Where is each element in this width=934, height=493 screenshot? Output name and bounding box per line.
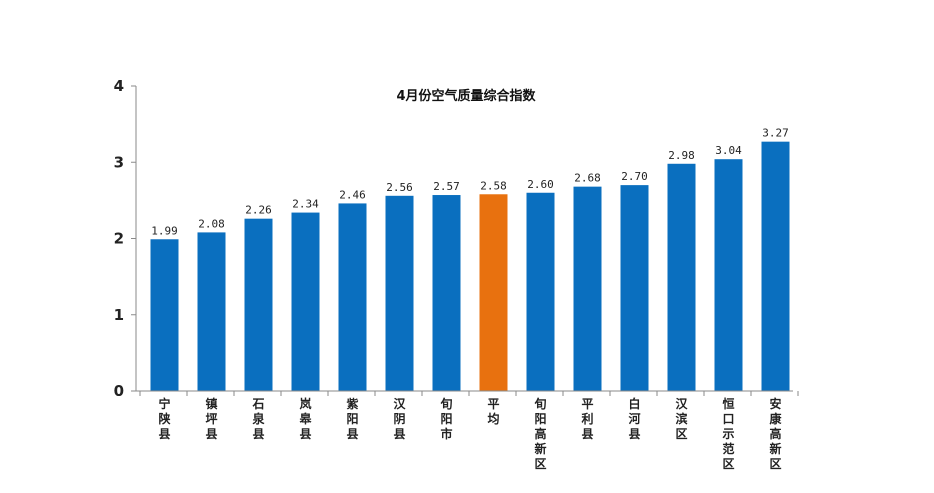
x-category-label: 白河县 [627,396,640,441]
x-category-label: 石泉县 [251,397,265,441]
x-category-label: 旬阳高新区 [533,396,546,471]
x-category-label: 宁陕县 [158,396,170,441]
x-category-label: 镇坪县 [205,396,217,441]
bar-value-label: 2.26 [245,204,272,217]
value-labels: 1.99 2.08 2.26 2.34 2.46 2.56 2.57 2.58 2.60 2.68… [151,127,789,238]
x-category-label: 汉滨区 [675,396,688,441]
bar-value-label: 3.04 [715,144,742,157]
bar [526,192,555,391]
bar-value-label: 2.60 [527,178,554,191]
y-axis: 0 1 2 3 4 [114,77,137,400]
bar-value-label: 2.46 [339,188,366,201]
bar-value-label: 2.68 [574,172,601,185]
bar-value-label: 2.98 [668,149,695,162]
bar [244,218,273,391]
bar [667,163,696,391]
bar [714,159,743,391]
y-tick-label: 0 [114,382,124,400]
x-category-label: 恒口示范区 [721,396,734,471]
bars [150,141,790,391]
bar [479,194,508,391]
bar [150,239,179,391]
bar [761,141,790,391]
x-category-label: 旬阳市 [439,396,452,441]
bar [573,186,602,391]
bar-value-label: 2.34 [292,198,319,211]
x-category-label: 安康高新区 [769,396,782,471]
bar-value-label: 2.70 [621,170,648,183]
x-category-label: 平利县 [581,397,593,441]
bar-value-label: 2.56 [386,181,413,194]
bar-value-label: 3.27 [762,127,789,140]
y-tick-label: 4 [114,77,124,95]
y-tick-label: 1 [114,306,124,324]
x-category-label: 平均 [487,397,499,426]
bar [291,212,320,391]
x-axis: 宁陕县 镇坪县 石泉县 岚皋县 紫阳县 汉阴县 旬阳市 平均 旬阳高新区 平利县 白河县 汉滨区 恒口示… [136,390,799,471]
bar-value-label: 2.58 [480,179,507,192]
x-category-label: 岚皋县 [299,396,312,441]
bar-value-label: 2.08 [198,217,225,230]
bar [197,232,226,391]
bar [338,203,367,391]
bar [432,195,461,391]
x-category-label: 紫阳县 [346,396,358,441]
chart-title: 4月份空气质量综合指数 [396,88,536,104]
y-tick-label: 2 [114,230,124,248]
y-tick-label: 3 [114,153,124,171]
x-category-label: 汉阴县 [393,396,406,441]
bar [385,195,414,391]
bar [620,185,649,391]
bar-value-label: 2.57 [433,180,460,193]
bar-value-label: 1.99 [151,224,178,237]
